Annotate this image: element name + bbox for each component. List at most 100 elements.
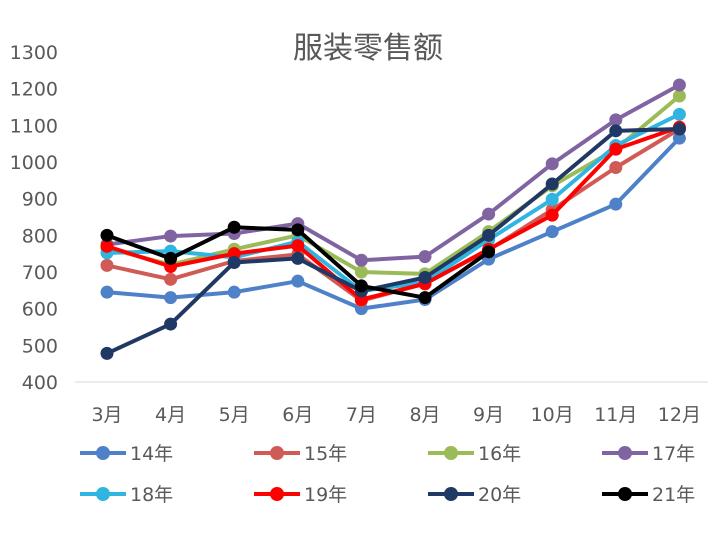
y-tick-label: 600 [22, 299, 58, 321]
data-point [418, 250, 432, 264]
legend-label: 16年 [478, 443, 521, 465]
legend-marker [96, 487, 110, 501]
y-tick-label: 400 [22, 372, 58, 394]
legend-label: 21年 [652, 484, 695, 506]
data-point [354, 279, 368, 293]
data-point [164, 229, 178, 243]
x-axis: 3月 4月 5月 6月 7月 8月 9月 10月 11月 12月 [91, 404, 701, 426]
data-point [164, 317, 178, 331]
data-point [545, 177, 559, 191]
legend-marker [444, 446, 458, 460]
x-tick-label: 10月 [531, 404, 574, 426]
y-tick-label: 1200 [10, 79, 58, 101]
data-point [609, 142, 623, 156]
data-point [482, 245, 496, 259]
x-tick-label: 5月 [219, 404, 250, 426]
data-point [672, 122, 686, 136]
x-tick-label: 12月 [658, 404, 701, 426]
y-tick-label: 1100 [10, 115, 58, 137]
data-point [100, 285, 114, 299]
series-layer [100, 78, 686, 360]
data-point [227, 220, 241, 234]
y-tick-label: 1000 [10, 152, 58, 174]
x-tick-label: 9月 [473, 404, 504, 426]
x-tick-label: 8月 [409, 404, 440, 426]
legend-marker [444, 487, 458, 501]
series-7 [100, 122, 686, 360]
legend-item: 19年 [254, 484, 347, 506]
legend-label: 14年 [130, 443, 173, 465]
x-tick-label: 6月 [282, 404, 313, 426]
data-point [482, 207, 496, 221]
data-point [545, 192, 559, 206]
legend-item: 15年 [254, 443, 347, 465]
y-tick-label: 1300 [10, 42, 58, 64]
data-point [291, 274, 305, 288]
y-tick-label: 800 [22, 225, 58, 247]
data-point [291, 251, 305, 265]
data-point [545, 157, 559, 171]
series-4 [100, 78, 686, 267]
legend-item: 20年 [428, 484, 521, 506]
x-tick-label: 3月 [91, 404, 122, 426]
legend: 14年 15年 16年 17年 18年 19年 20年 21年 [80, 443, 695, 506]
series-line [105, 83, 682, 263]
x-tick-label: 11月 [594, 404, 637, 426]
data-point [672, 107, 686, 121]
legend-label: 20年 [478, 484, 521, 506]
data-point [100, 346, 114, 360]
y-tick-label: 700 [22, 262, 58, 284]
data-point [100, 228, 114, 242]
data-point [609, 113, 623, 127]
series-line [105, 127, 682, 356]
data-point [609, 124, 623, 138]
x-tick-label: 7月 [346, 404, 377, 426]
y-tick-label: 900 [22, 189, 58, 211]
legend-item: 14年 [80, 443, 173, 465]
data-point [609, 161, 623, 174]
data-point [672, 89, 686, 103]
legend-marker [96, 446, 110, 460]
data-point [227, 285, 241, 299]
data-point [672, 78, 686, 92]
legend-label: 19年 [304, 484, 347, 506]
legend-label: 17年 [652, 443, 695, 465]
series-8 [100, 220, 496, 305]
legend-label: 15年 [304, 443, 347, 465]
data-point [291, 239, 305, 253]
data-point [164, 272, 178, 286]
legend-item: 18年 [80, 484, 173, 506]
y-tick-label: 500 [22, 335, 58, 357]
data-point [545, 225, 559, 239]
legend-item: 16年 [428, 443, 521, 465]
y-axis: 1300 1200 1100 1000 900 800 700 600 500 400 [10, 42, 58, 394]
legend-marker [618, 446, 632, 460]
series-line [105, 94, 682, 276]
series-5 [100, 107, 686, 298]
chart-title: 服装零售额 [293, 31, 443, 66]
data-point [354, 253, 368, 267]
data-point [609, 197, 623, 211]
legend-label: 18年 [130, 484, 173, 506]
legend-marker [618, 487, 632, 501]
data-point [545, 208, 559, 222]
data-point [291, 223, 305, 237]
data-point [164, 291, 178, 305]
legend-item: 17年 [602, 443, 695, 465]
data-point [418, 271, 432, 284]
legend-marker [270, 487, 284, 501]
data-point [227, 255, 241, 269]
legend-item: 21年 [602, 484, 695, 506]
data-point [354, 265, 368, 279]
legend-marker [270, 446, 284, 460]
data-point [672, 131, 686, 145]
data-point [482, 228, 496, 242]
data-point [418, 291, 432, 305]
series-line [105, 112, 682, 294]
data-point [164, 251, 178, 265]
data-point [100, 258, 114, 272]
data-point [100, 239, 114, 253]
series-2 [100, 122, 686, 308]
